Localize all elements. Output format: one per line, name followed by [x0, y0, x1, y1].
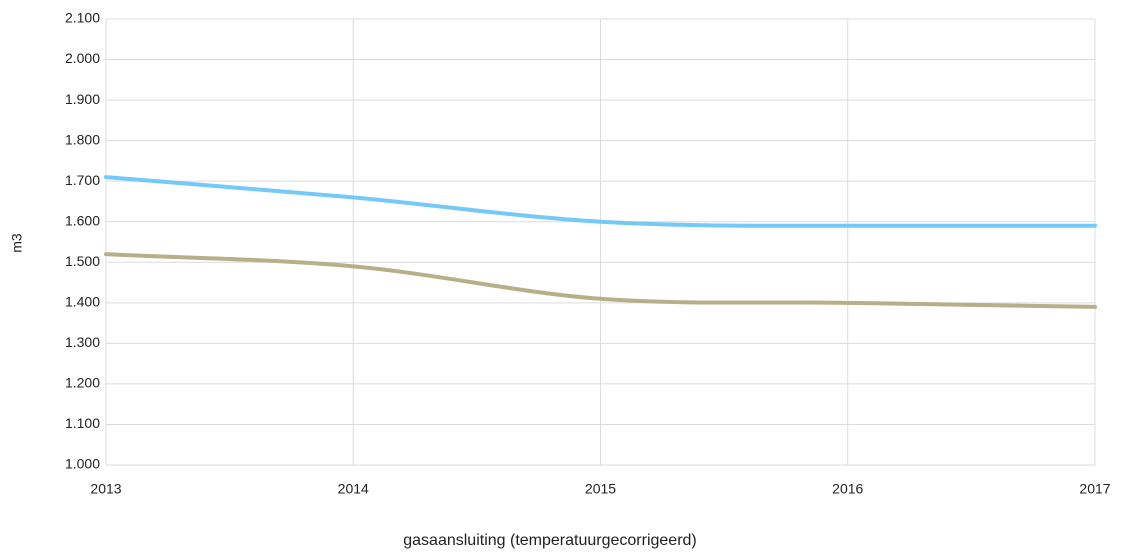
x-tick-label: 2013	[90, 481, 121, 497]
line	[104, 252, 1097, 309]
y-tick-label: 1.900	[65, 91, 100, 107]
y-tick-label: 1.700	[65, 172, 100, 188]
y-tick-label: 1.000	[65, 456, 100, 472]
y-tick-label: 2.000	[65, 50, 100, 66]
x-axis-label: gasaansluiting (temperatuurgecorrigeerd)	[403, 532, 697, 549]
y-tick-label: 1.800	[65, 131, 100, 147]
x-tick-label: 2017	[1079, 481, 1110, 497]
y-tick-label: 1.500	[65, 253, 100, 269]
y-tick-label: 1.600	[65, 212, 100, 228]
y-tick-label: 2.100	[65, 10, 100, 26]
y-axis-label: m3	[9, 233, 25, 253]
x-tick-label: 2016	[832, 481, 863, 497]
y-tick-label: 1.200	[65, 375, 100, 391]
y-tick-label: 1.100	[65, 415, 100, 431]
line	[104, 175, 1097, 228]
y-tick-label: 1.400	[65, 294, 100, 310]
y-tick-label: 1.300	[65, 334, 100, 350]
x-tick-label: 2014	[338, 481, 369, 497]
x-tick-label: 2015	[585, 481, 616, 497]
